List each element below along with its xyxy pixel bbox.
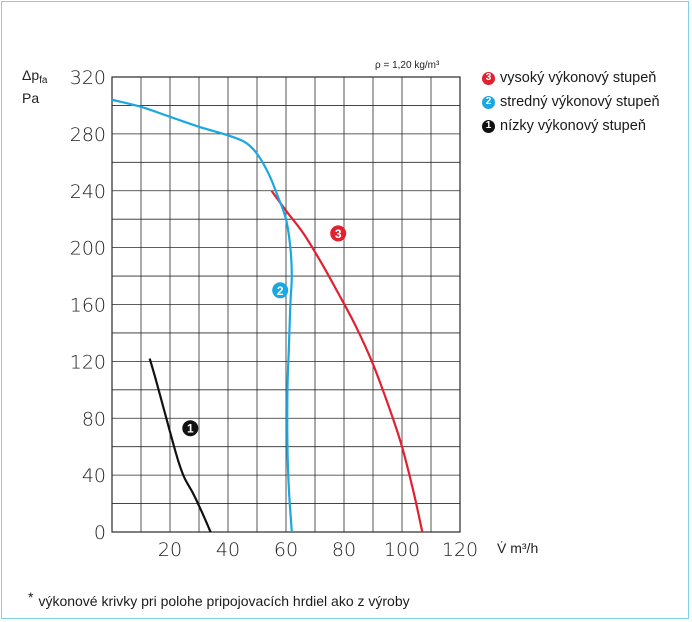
y-tick-label: 120: [70, 351, 106, 373]
y-tick-label: 320: [70, 67, 106, 89]
legend-badge: 1: [482, 119, 495, 133]
x-tick-label: 20: [158, 539, 182, 561]
legend-label: nízky výkonový stupeň: [500, 118, 646, 134]
legend-item-2: 2 stredný výkonový stupeň: [482, 94, 660, 110]
series-line-2: [111, 98, 293, 533]
y-axis-unit: Pa: [22, 90, 39, 106]
chart-grid: [111, 76, 461, 533]
y-tick-label: 40: [82, 465, 106, 487]
y-tick-label: 200: [70, 238, 106, 260]
x-axis-label: V̇ m³/h: [497, 540, 538, 556]
x-tick-labels: 20 40 60 80 100 120: [158, 539, 478, 561]
y-axis-label-main: Δp: [22, 67, 39, 83]
footnote: * výkonové krivky pri polohe pripojovacíc…: [28, 589, 410, 609]
x-tick-label: 100: [384, 539, 420, 561]
x-tick-label: 80: [332, 539, 356, 561]
series-line-3: [270, 190, 424, 533]
curve-marker-1: [182, 420, 199, 437]
density-note: ρ = 1,20 kg/m³: [375, 60, 440, 71]
curve-marker-label: 3: [335, 227, 342, 241]
series-line-1: [148, 358, 212, 533]
legend-label: stredný výkonový stupeň: [500, 94, 660, 110]
footnote-text: výkonové krivky pri polohe pripojovacích…: [38, 593, 410, 609]
legend-item-3: 3 vysoký výkonový stupeň: [482, 70, 656, 86]
y-tick-label: 0: [94, 522, 106, 544]
y-tick-labels: 0 40 80 120 160 200 240 280 320: [70, 67, 106, 544]
y-axis-label: Δpfa: [22, 67, 48, 86]
legend-badge: 3: [482, 71, 495, 85]
legend-item-1: 1 nízky výkonový stupeň: [482, 118, 646, 134]
curve-marker-3: [330, 225, 347, 242]
curve-marker-2: [272, 282, 289, 299]
curve-marker-label: 1: [187, 422, 194, 436]
x-tick-label: 40: [216, 539, 240, 561]
curve-markers: 3 2 1: [182, 225, 347, 437]
curve-marker-label: 2: [277, 284, 284, 298]
x-tick-label: 120: [442, 539, 478, 561]
y-axis-label-subscript: fa: [39, 75, 48, 86]
y-tick-label: 240: [70, 181, 106, 203]
y-tick-label: 160: [70, 295, 106, 317]
series-curves: [111, 98, 424, 533]
y-tick-label: 80: [82, 408, 106, 430]
x-tick-label: 60: [274, 539, 298, 561]
legend-badge: 2: [482, 95, 495, 109]
legend-label: vysoký výkonový stupeň: [500, 70, 657, 86]
plot-area-border: [111, 76, 461, 533]
footnote-star: *: [28, 589, 34, 605]
y-tick-label: 280: [70, 124, 106, 146]
